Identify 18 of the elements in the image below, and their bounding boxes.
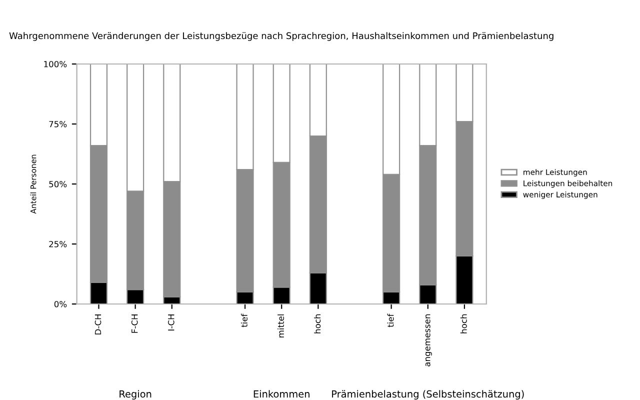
x-tick-label: tief: [387, 314, 394, 328]
text: Einkommen: [254, 390, 310, 398]
y-tick-label: 75%: [49, 120, 67, 128]
y-tick-label: 25%: [49, 240, 67, 248]
y-tick-label: 50%: [49, 180, 67, 188]
x-tick-label: hoch: [460, 314, 467, 334]
x-tick-label: tief: [240, 314, 248, 328]
y-tick-label: 100%: [44, 60, 67, 68]
x-tick-label: D-CH: [94, 314, 102, 334]
x-tick-label: F-CH: [131, 314, 138, 333]
x-tick-label: hoch: [314, 314, 321, 334]
x-tick-label: angemessen: [426, 314, 432, 366]
x-tick-label: mittel: [278, 314, 284, 338]
text: Region: [120, 390, 152, 400]
chart-title: Wahrgenommene Veränderungen der Leistungsbezüge nach Sprachregion, Haushaltseinkommen und Prämienbelastung: [9, 32, 554, 41]
y-tick-label: 0%: [54, 300, 67, 308]
x-tick-label: I-CH: [168, 314, 174, 330]
text: Prämienbelastung (Selbsteinschätzung): [332, 390, 524, 400]
